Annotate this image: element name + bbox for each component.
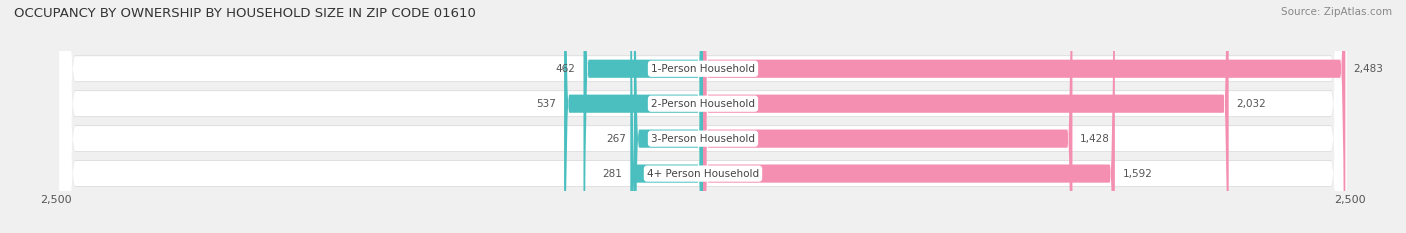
Text: 462: 462: [555, 64, 575, 74]
Text: 3-Person Household: 3-Person Household: [651, 134, 755, 144]
Text: 2,483: 2,483: [1353, 64, 1384, 74]
FancyBboxPatch shape: [59, 0, 1347, 233]
Text: 2,032: 2,032: [1236, 99, 1267, 109]
Text: OCCUPANCY BY OWNERSHIP BY HOUSEHOLD SIZE IN ZIP CODE 01610: OCCUPANCY BY OWNERSHIP BY HOUSEHOLD SIZE…: [14, 7, 477, 20]
FancyBboxPatch shape: [583, 0, 703, 233]
FancyBboxPatch shape: [59, 0, 1347, 233]
Text: 4+ Person Household: 4+ Person Household: [647, 169, 759, 178]
Text: 267: 267: [606, 134, 626, 144]
FancyBboxPatch shape: [703, 0, 1115, 233]
FancyBboxPatch shape: [630, 0, 703, 233]
FancyBboxPatch shape: [59, 0, 1347, 233]
FancyBboxPatch shape: [703, 0, 1073, 233]
FancyBboxPatch shape: [59, 0, 1347, 233]
Text: Source: ZipAtlas.com: Source: ZipAtlas.com: [1281, 7, 1392, 17]
FancyBboxPatch shape: [59, 0, 1347, 233]
FancyBboxPatch shape: [59, 0, 1347, 233]
Text: 281: 281: [603, 169, 623, 178]
FancyBboxPatch shape: [703, 0, 1229, 233]
FancyBboxPatch shape: [634, 0, 703, 233]
FancyBboxPatch shape: [59, 0, 1347, 233]
Text: 537: 537: [537, 99, 557, 109]
Text: 1,592: 1,592: [1122, 169, 1153, 178]
Text: 1-Person Household: 1-Person Household: [651, 64, 755, 74]
FancyBboxPatch shape: [59, 0, 1347, 233]
Text: 2-Person Household: 2-Person Household: [651, 99, 755, 109]
FancyBboxPatch shape: [564, 0, 703, 233]
Text: 1,428: 1,428: [1080, 134, 1111, 144]
FancyBboxPatch shape: [703, 0, 1346, 233]
